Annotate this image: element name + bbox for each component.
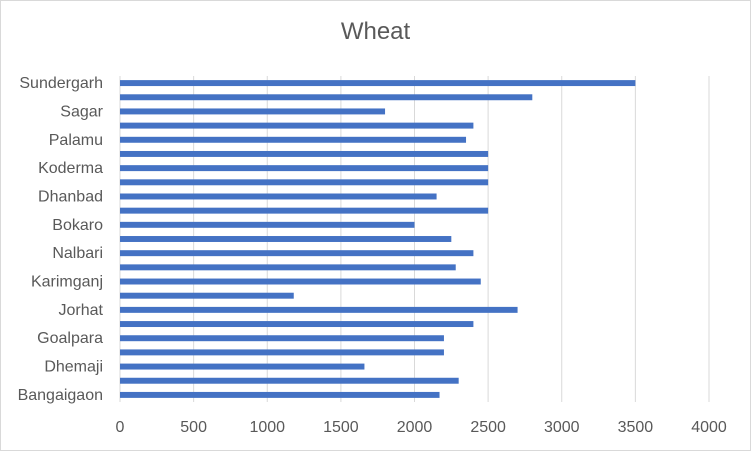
y-category-label: Koderma xyxy=(38,160,103,177)
x-tick-label: 3500 xyxy=(618,419,654,436)
bar xyxy=(120,349,444,356)
y-category-label: Goalpara xyxy=(37,330,103,347)
bar xyxy=(120,207,489,214)
x-tick-label: 2000 xyxy=(397,419,433,436)
bar xyxy=(120,278,481,285)
y-category-label: Dhanbad xyxy=(38,188,103,205)
y-category-label: Dhemaji xyxy=(44,359,103,376)
y-category-label: Palamu xyxy=(49,132,103,149)
bar xyxy=(120,221,415,228)
bar xyxy=(120,250,474,257)
bar xyxy=(120,94,533,101)
bar xyxy=(120,193,437,200)
y-category-label: Bokaro xyxy=(52,217,103,234)
x-tick-label: 500 xyxy=(180,419,207,436)
x-tick-label: 3000 xyxy=(544,419,580,436)
y-category-label: Bangaigaon xyxy=(18,387,103,404)
bar xyxy=(120,264,456,271)
y-category-label: Sundergarh xyxy=(19,75,103,92)
bar xyxy=(120,321,474,328)
bar xyxy=(120,306,518,313)
bar xyxy=(120,165,489,172)
x-tick-label: 1500 xyxy=(323,419,359,436)
y-category-label: Sagar xyxy=(60,103,103,120)
bar xyxy=(120,363,365,370)
bar xyxy=(120,335,444,342)
bar xyxy=(120,236,452,242)
bar xyxy=(120,80,636,87)
bar xyxy=(120,122,474,129)
x-tick-label: 1000 xyxy=(249,419,285,436)
y-category-label: Karimganj xyxy=(31,274,103,291)
chart-title: Wheat xyxy=(340,18,411,45)
bar xyxy=(120,179,489,186)
x-tick-label: 2500 xyxy=(470,419,506,436)
y-category-label: Nalbari xyxy=(52,245,103,262)
bar xyxy=(120,391,440,398)
x-tick-label: 4000 xyxy=(691,419,727,436)
bar xyxy=(120,150,489,157)
x-tick-label: 0 xyxy=(116,419,125,436)
bar xyxy=(120,377,459,384)
bar xyxy=(120,108,386,115)
bar xyxy=(120,136,467,143)
y-category-label: Jorhat xyxy=(59,302,104,319)
bar xyxy=(120,292,294,299)
